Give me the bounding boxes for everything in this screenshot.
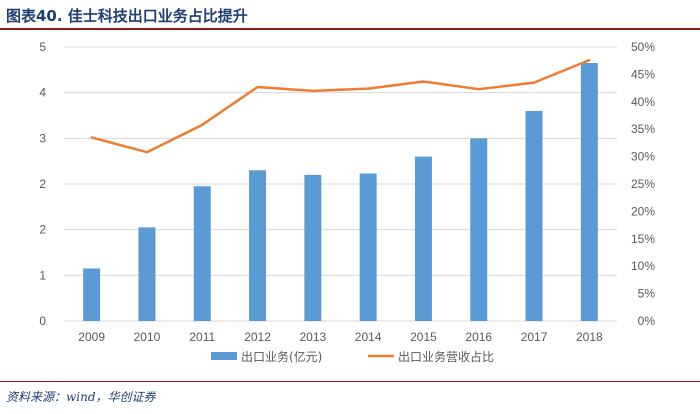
- y-right-tick-label: 0%: [638, 314, 656, 328]
- y-left-tick-label: 0: [39, 314, 46, 328]
- y-right-tick-label: 20%: [631, 204, 655, 218]
- y-axis-right: 0% 5% 10% 15% 20% 25% 30% 35% 40% 45% 50%: [631, 40, 655, 328]
- source-rule: [0, 381, 700, 382]
- x-axis: 2009 2010 2011 2012 2013 2014 2015 2016 2017 2018: [78, 330, 603, 344]
- y-right-tick-label: 50%: [631, 40, 655, 54]
- y-right-tick-label: 45%: [631, 67, 655, 81]
- bar: [249, 170, 267, 321]
- bar: [580, 62, 598, 321]
- line-point: [532, 81, 536, 84]
- x-tick-label: 2013: [299, 330, 326, 344]
- y-left-tick-label: 3: [39, 131, 46, 145]
- bar: [138, 227, 156, 321]
- x-tick-label: 2011: [189, 330, 215, 344]
- bar-series: [83, 62, 598, 321]
- y-left-tick-label: 5: [39, 40, 46, 54]
- legend-bar-label: 出口业务(亿元): [241, 349, 322, 364]
- x-tick-label: 2016: [465, 330, 492, 344]
- legend: 出口业务(亿元) 出口业务营收占比: [211, 349, 494, 364]
- y-right-tick-label: 30%: [631, 150, 655, 164]
- line-point: [90, 136, 93, 139]
- bar: [304, 174, 322, 321]
- title-rule: [0, 28, 700, 30]
- source-note: 资料来源：wind，华创证券: [6, 390, 156, 404]
- legend-line-label: 出口业务营收占比: [398, 349, 494, 364]
- line-point: [366, 87, 370, 90]
- y-axis-left: 0 1 2 2 3 4 5: [39, 40, 46, 328]
- bar: [470, 138, 488, 321]
- bar: [414, 156, 432, 321]
- line-point: [201, 123, 204, 127]
- x-tick-label: 2010: [134, 330, 161, 344]
- y-left-tick-label: 1: [39, 268, 46, 282]
- figure-title-bar: 图表40. 佳士科技出口业务占比提升: [0, 0, 700, 30]
- bar: [83, 268, 101, 321]
- legend-bar-swatch: [211, 352, 237, 360]
- line-point: [145, 151, 149, 154]
- line-point: [311, 89, 315, 93]
- y-right-tick-label: 35%: [631, 122, 655, 136]
- line-point: [477, 87, 480, 91]
- line-point: [422, 80, 425, 83]
- figure-title: 图表40. 佳士科技出口业务占比提升: [6, 7, 248, 25]
- y-right-tick-label: 25%: [631, 177, 655, 191]
- x-tick-label: 2012: [244, 330, 271, 344]
- x-tick-label: 2018: [576, 330, 603, 344]
- x-tick-label: 2014: [355, 330, 382, 344]
- line-series: [90, 58, 591, 154]
- bar: [359, 173, 377, 321]
- gridlines: [64, 46, 617, 322]
- y-right-tick-label: 40%: [631, 95, 655, 109]
- y-right-tick-label: 10%: [631, 259, 655, 273]
- bar: [193, 186, 211, 321]
- y-right-tick-label: 15%: [631, 232, 655, 246]
- line-point: [588, 58, 591, 62]
- y-right-tick-label: 5%: [638, 287, 656, 301]
- y-left-tick-label: 4: [39, 86, 46, 100]
- line-path: [91, 58, 590, 154]
- y-left-tick-label: 2: [39, 177, 46, 191]
- line-point: [256, 85, 259, 89]
- y-left-tick-label: 2: [39, 223, 46, 237]
- x-tick-label: 2017: [521, 330, 548, 344]
- x-tick-label: 2015: [410, 330, 437, 344]
- x-tick-label: 2009: [78, 330, 105, 344]
- bar: [525, 110, 543, 321]
